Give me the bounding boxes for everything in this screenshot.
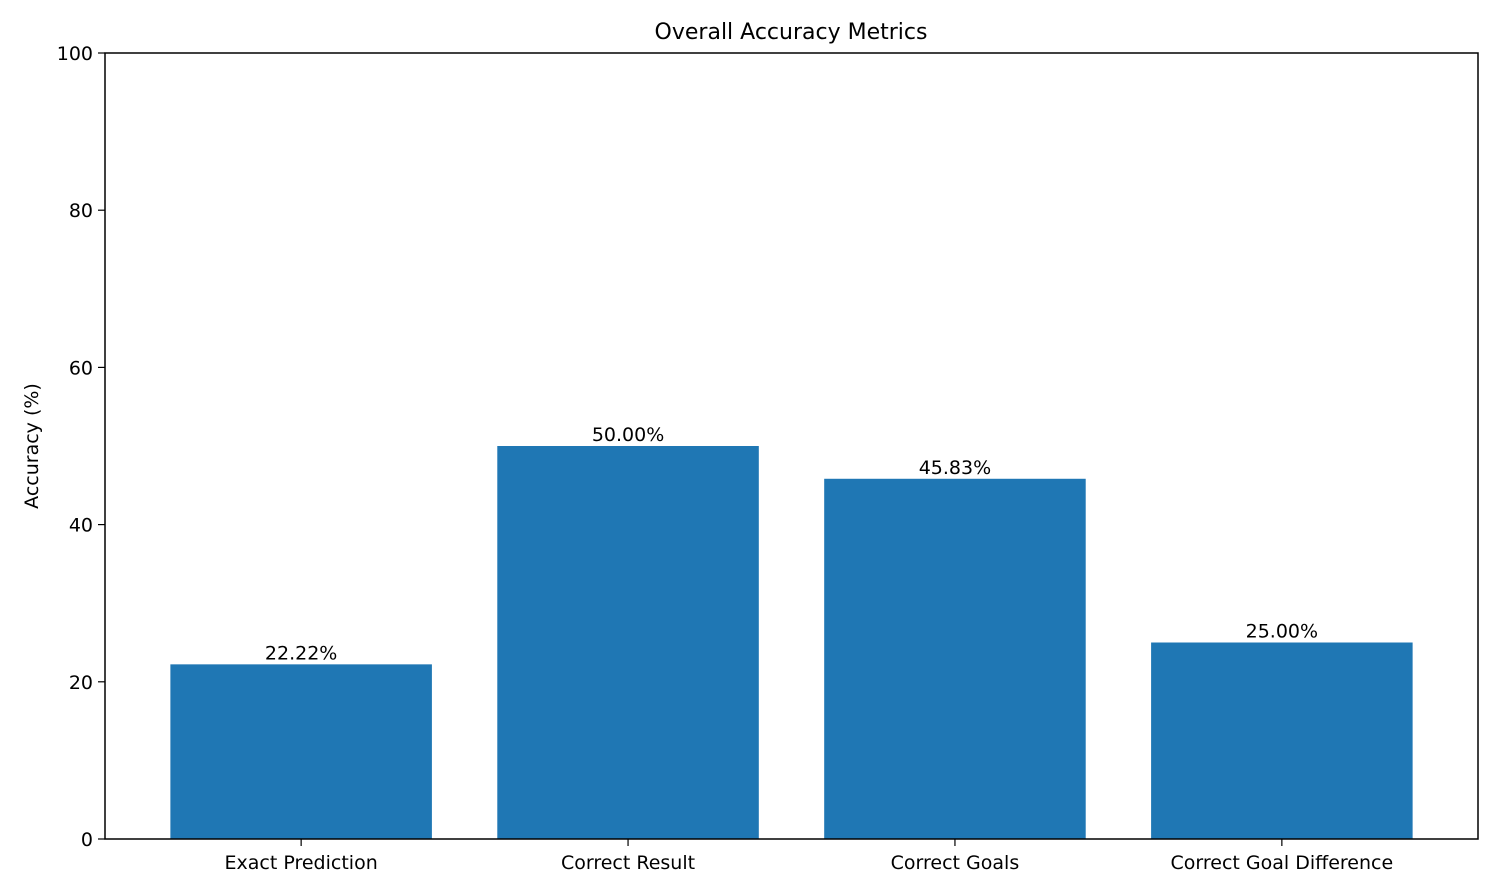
x-tick-label-3: Correct Goals	[891, 852, 1020, 874]
x-tick-label-4: Correct Goal Difference	[1171, 852, 1394, 874]
x-tick-label-1: Exact Prediction	[225, 852, 378, 874]
y-tick-label-3: 40	[69, 515, 93, 537]
bar-value-label-4: 25.00%	[1246, 621, 1318, 643]
y-tick-label-5: 80	[69, 200, 93, 222]
y-axis-label: Accuracy (%)	[21, 383, 43, 509]
chart-title: Overall Accuracy Metrics	[655, 20, 928, 45]
bars-group	[170, 446, 1413, 839]
y-tick-label-2: 20	[69, 672, 93, 694]
bar-3	[824, 478, 1086, 839]
x-axis-ticks: Exact Prediction Correct Result Correct Go…	[225, 839, 1394, 874]
y-tick-label-6: 100	[57, 43, 93, 65]
plot-frame	[104, 52, 1479, 840]
bar-value-label-1: 22.22%	[265, 642, 337, 664]
bar-value-label-2: 50.00%	[592, 424, 664, 446]
bar-value-labels: 22.22% 50.00% 45.83% 25.00%	[265, 424, 1318, 664]
bar-4	[1151, 642, 1413, 839]
y-tick-label-1: 0	[81, 829, 93, 851]
bar-2	[497, 446, 759, 839]
bar-value-label-3: 45.83%	[919, 457, 991, 479]
bar-1	[170, 664, 432, 839]
y-axis-ticks: 0 20 40 60 80 100	[57, 43, 105, 851]
y-tick-label-4: 60	[69, 357, 93, 379]
x-tick-label-2: Correct Result	[561, 852, 695, 874]
